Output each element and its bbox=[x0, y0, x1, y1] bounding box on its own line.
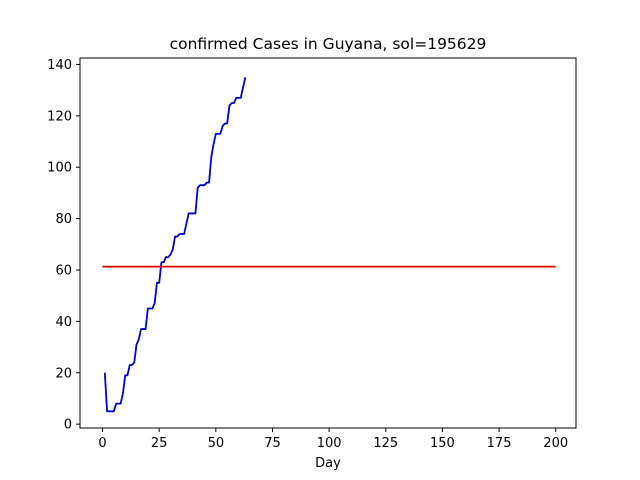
x-tick-label: 25 bbox=[151, 436, 168, 451]
x-tick-label: 50 bbox=[208, 436, 225, 451]
y-tick-label: 80 bbox=[55, 212, 72, 227]
plot-area bbox=[102, 77, 556, 413]
y-tick-label: 60 bbox=[55, 263, 72, 278]
y-tick-label: 140 bbox=[47, 58, 72, 73]
y-tick-label: 20 bbox=[55, 366, 72, 381]
y-axis: 0 20 40 60 80 100 120 140 bbox=[47, 58, 80, 433]
x-axis-label: Day bbox=[315, 456, 341, 471]
y-tick-label: 40 bbox=[55, 315, 72, 330]
chart-title: confirmed Cases in Guyana, sol=195629 bbox=[170, 35, 487, 53]
y-tick-label: 0 bbox=[64, 418, 72, 433]
x-tick-label: 75 bbox=[264, 436, 281, 451]
y-tick-label: 100 bbox=[47, 161, 72, 176]
x-tick-label: 200 bbox=[543, 436, 568, 451]
x-axis: 0 25 50 75 100 125 150 175 200 bbox=[98, 428, 568, 451]
series-line-0 bbox=[103, 77, 247, 413]
x-tick-label: 125 bbox=[373, 436, 398, 451]
axes-frame bbox=[79, 57, 577, 429]
x-tick-label: 175 bbox=[487, 436, 512, 451]
y-tick-label: 120 bbox=[47, 109, 72, 124]
x-tick-label: 0 bbox=[98, 436, 106, 451]
x-tick-label: 150 bbox=[430, 436, 455, 451]
x-tick-label: 100 bbox=[317, 436, 342, 451]
